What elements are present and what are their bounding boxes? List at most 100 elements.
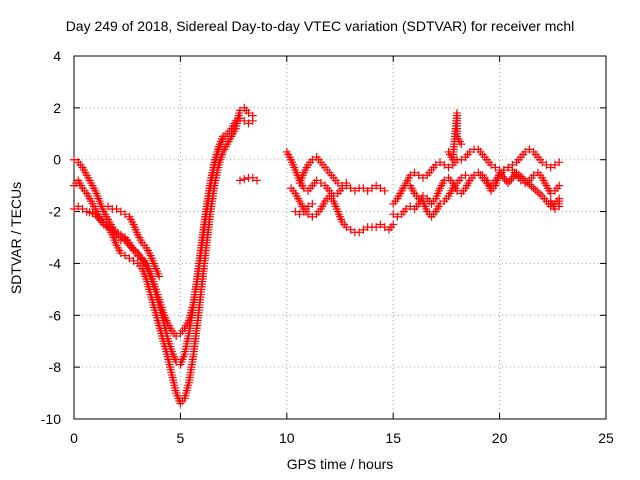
data-point	[376, 184, 385, 193]
axes	[73, 55, 607, 420]
data-point	[491, 163, 500, 172]
data-point	[355, 228, 364, 237]
data-point	[155, 272, 164, 281]
data-point	[555, 158, 564, 167]
data-point	[550, 160, 559, 169]
data-point	[546, 197, 555, 206]
data-point	[525, 180, 534, 189]
data-point	[363, 186, 372, 195]
data-point	[406, 171, 415, 180]
data-point	[389, 220, 398, 229]
data-point	[350, 186, 359, 195]
data-points	[70, 103, 564, 408]
data-point	[516, 172, 525, 181]
data-point	[304, 202, 313, 211]
y-tick-label: 2	[53, 100, 61, 116]
data-point	[367, 184, 376, 193]
data-point	[457, 155, 466, 164]
data-point	[121, 210, 130, 219]
data-point	[248, 173, 257, 182]
tick-labels: 0 5 10 15 20 25 -10 -8 -6 -4 -2 0 2 4	[41, 48, 614, 446]
data-point	[112, 204, 121, 213]
data-point	[359, 225, 368, 234]
data-point	[70, 204, 78, 213]
data-point	[440, 160, 449, 169]
data-point	[316, 179, 325, 188]
data-point	[555, 181, 564, 190]
x-tick-label: 25	[598, 430, 614, 446]
data-point	[521, 147, 530, 156]
data-point	[414, 171, 423, 180]
data-point	[172, 332, 181, 341]
data-point	[401, 204, 410, 213]
data-point	[376, 220, 385, 229]
data-point	[308, 212, 317, 221]
data-point	[342, 179, 351, 188]
data-point	[121, 251, 130, 260]
data-point	[312, 176, 321, 185]
data-point	[244, 109, 253, 118]
x-axis-label: GPS time / hours	[286, 456, 394, 472]
data-point	[116, 249, 125, 258]
data-point	[436, 158, 445, 167]
y-tick-label: -6	[49, 307, 62, 323]
data-point	[546, 189, 555, 198]
data-point	[70, 155, 78, 164]
data-point	[529, 184, 538, 193]
data-point	[248, 111, 257, 120]
data-point	[308, 199, 317, 208]
data-point	[389, 210, 398, 219]
data-point	[436, 199, 445, 208]
y-tick-label: -10	[41, 411, 61, 427]
data-point	[74, 202, 83, 211]
data-point	[410, 168, 419, 177]
data-point	[218, 132, 227, 141]
data-point	[418, 173, 427, 182]
data-point	[235, 176, 244, 185]
y-tick-label: -2	[49, 204, 62, 220]
data-point	[393, 212, 402, 221]
data-point	[129, 256, 138, 265]
data-point	[240, 116, 249, 125]
grid-lines	[74, 56, 606, 419]
data-point	[244, 119, 253, 128]
data-point	[504, 179, 513, 188]
data-point	[121, 237, 130, 246]
data-point	[346, 184, 355, 193]
x-tick-label: 15	[385, 430, 401, 446]
plot-frame	[73, 55, 607, 420]
data-point	[457, 173, 466, 182]
data-point	[125, 254, 134, 263]
data-point	[291, 207, 300, 216]
x-tick-label: 10	[279, 430, 295, 446]
data-point	[546, 163, 555, 172]
data-point	[342, 223, 351, 232]
data-point	[531, 186, 540, 195]
data-point	[359, 184, 368, 193]
data-point	[505, 176, 514, 185]
data-point	[338, 181, 347, 190]
data-point	[372, 181, 381, 190]
y-axis-label: SDTVAR / TECUs	[8, 181, 24, 295]
data-point	[333, 179, 342, 188]
data-point	[461, 171, 470, 180]
data-point	[525, 145, 534, 154]
chart-title: Day 249 of 2018, Sidereal Day-to-day VTE…	[65, 18, 575, 34]
data-point	[240, 175, 249, 184]
data-point	[457, 140, 466, 149]
data-point	[533, 188, 542, 197]
x-tick-label: 0	[70, 430, 78, 446]
y-tick-label: 0	[53, 152, 61, 168]
data-point	[304, 210, 313, 219]
data-point	[538, 158, 547, 167]
y-tick-label: -8	[49, 359, 62, 375]
data-point	[542, 160, 551, 169]
data-point	[499, 166, 508, 175]
data-point	[523, 178, 532, 187]
data-point	[253, 176, 262, 185]
data-point	[78, 204, 87, 213]
data-point	[414, 194, 423, 203]
x-tick-label: 20	[492, 430, 508, 446]
data-point	[346, 225, 355, 234]
